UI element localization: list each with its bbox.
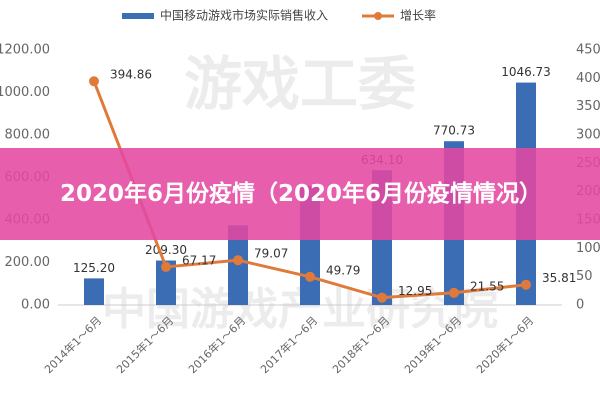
y-tick-label: 1200.00 bbox=[0, 43, 50, 58]
y2-tick-label: 350 bbox=[576, 99, 600, 114]
y-tick-label: 200.00 bbox=[5, 255, 51, 270]
legend-label: 增长率 bbox=[400, 8, 436, 23]
y2-tick-label: 100 bbox=[576, 241, 600, 256]
legend-label: 中国移动游戏市场实际销售收入 bbox=[160, 8, 328, 23]
line-label: 67.17 bbox=[182, 253, 216, 267]
legend-swatch bbox=[122, 13, 154, 19]
y2-tick-label: 400 bbox=[576, 71, 600, 86]
line-label: 394.86 bbox=[110, 68, 152, 82]
y-tick-label: 0.00 bbox=[21, 298, 50, 313]
line-point bbox=[521, 279, 531, 290]
bar-label: 209.30 bbox=[145, 243, 187, 257]
bar bbox=[156, 260, 176, 305]
line-label: 12.95 bbox=[398, 284, 432, 298]
line-label: 79.07 bbox=[254, 247, 288, 261]
banner: 2020年6月份疫情（2020年6月份疫情情况） bbox=[0, 148, 600, 240]
y-tick-label: 800.00 bbox=[5, 128, 51, 143]
line-point bbox=[377, 292, 387, 303]
line-point bbox=[305, 271, 315, 282]
line-point bbox=[449, 287, 459, 298]
bar-label: 770.73 bbox=[433, 124, 475, 138]
y2-tick-label: 0 bbox=[576, 298, 584, 313]
y2-tick-label: 450 bbox=[576, 43, 600, 58]
y2-tick-label: 50 bbox=[576, 269, 593, 284]
line-label: 21.55 bbox=[470, 279, 504, 293]
bar-label: 125.20 bbox=[73, 261, 115, 275]
y2-tick-label: 300 bbox=[576, 128, 600, 143]
line-point bbox=[161, 261, 171, 272]
y-tick-label: 1000.00 bbox=[0, 85, 50, 100]
line-point bbox=[233, 255, 243, 266]
bar-label: 1046.73 bbox=[501, 65, 551, 79]
line-label: 49.79 bbox=[326, 263, 360, 277]
bar bbox=[84, 278, 104, 305]
watermark: 游戏工委 bbox=[184, 50, 416, 118]
line-label: 35.81 bbox=[542, 271, 576, 285]
legend-swatch bbox=[374, 12, 383, 20]
line-point bbox=[89, 76, 99, 87]
x-tick-label: 2014年1～6月 bbox=[41, 313, 104, 376]
